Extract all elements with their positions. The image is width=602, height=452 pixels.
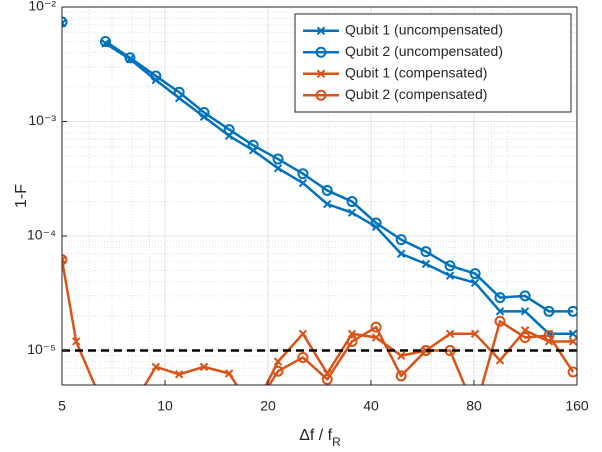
marker	[223, 124, 235, 136]
marker	[370, 217, 382, 229]
y-tick-label: 10⁻⁵	[27, 341, 56, 357]
marker	[519, 331, 531, 343]
marker	[62, 254, 68, 266]
marker	[395, 370, 407, 382]
marker	[225, 406, 234, 415]
marker	[445, 329, 455, 339]
x-tick-label: 10	[157, 398, 173, 414]
marker	[99, 35, 111, 47]
marker	[371, 333, 381, 342]
legend: Qubit 1 (uncompensated) Qubit 2 (uncompen…	[294, 13, 572, 113]
marker	[151, 362, 161, 372]
marker	[174, 370, 184, 379]
marker	[495, 356, 505, 365]
x-tick-label: 80	[466, 398, 482, 414]
marker	[543, 305, 555, 317]
marker	[175, 406, 184, 415]
marker	[470, 329, 480, 339]
marker	[323, 199, 332, 209]
marker	[543, 330, 555, 342]
marker	[396, 351, 406, 360]
marker	[470, 278, 480, 288]
legend-marker	[315, 89, 327, 101]
marker	[520, 307, 530, 316]
legend-label: Qubit 1 (compensated)	[345, 64, 487, 80]
y-tick-label: 10⁻³	[28, 112, 56, 128]
series-line	[267, 320, 575, 385]
marker	[568, 329, 577, 339]
marker	[199, 406, 208, 415]
marker	[71, 337, 81, 346]
y-tick-label: 10⁻²	[28, 0, 56, 14]
marker	[150, 70, 162, 82]
series-line	[104, 42, 574, 336]
legend-label: Qubit 2 (compensated)	[345, 86, 487, 102]
marker	[102, 407, 109, 414]
legend-box	[294, 13, 572, 113]
marker	[396, 249, 406, 258]
marker	[126, 407, 133, 414]
marker	[273, 164, 283, 173]
marker	[321, 373, 333, 385]
legend-marker	[316, 69, 326, 78]
legend-label: Qubit 2 (uncompensated)	[345, 43, 503, 59]
marker	[445, 271, 455, 280]
marker	[347, 208, 357, 217]
marker	[420, 246, 432, 258]
marker	[567, 366, 577, 378]
x-tick-label: 20	[260, 398, 276, 414]
marker	[346, 196, 358, 208]
marker	[494, 292, 506, 304]
legend-marker	[316, 26, 326, 35]
y-tick-label: 10⁻⁴	[27, 227, 56, 243]
marker	[321, 184, 333, 196]
marker	[567, 305, 577, 317]
marker	[298, 329, 308, 339]
marker	[273, 357, 283, 366]
marker	[101, 406, 110, 415]
marker	[224, 369, 234, 378]
legend-label: Qubit 1 (uncompensated)	[345, 21, 503, 37]
x-tick-label: 5	[58, 398, 66, 414]
marker	[250, 407, 257, 414]
marker	[249, 406, 258, 415]
marker	[272, 153, 284, 165]
marker	[495, 307, 505, 316]
marker	[198, 106, 210, 118]
marker	[298, 178, 308, 188]
marker	[62, 16, 68, 28]
marker	[346, 335, 358, 347]
marker	[199, 362, 209, 372]
marker	[421, 259, 431, 269]
marker	[395, 234, 407, 246]
marker	[173, 86, 185, 98]
marker	[297, 168, 309, 180]
marker	[62, 255, 67, 265]
axes-box	[61, 6, 578, 386]
y-axis-label: 1-F	[13, 184, 30, 208]
marker	[297, 351, 309, 363]
marker	[519, 290, 531, 302]
marker	[469, 268, 481, 280]
marker	[444, 260, 456, 272]
marker	[494, 315, 506, 327]
axes: 5 10 20 40 80 160 10⁻⁵ 10⁻⁴ 10⁻³ 10⁻²	[27, 0, 589, 414]
x-tick-label: 40	[363, 398, 379, 414]
marker	[247, 139, 259, 151]
x-axis-label: Δf / fR	[299, 427, 341, 449]
marker	[124, 52, 136, 64]
marker	[568, 337, 577, 346]
legend-marker	[315, 46, 327, 58]
marker	[272, 365, 284, 377]
plot-area	[62, 16, 577, 415]
x-tick-label: 160	[565, 398, 589, 414]
series-line	[62, 259, 574, 385]
marker	[125, 406, 134, 415]
marker	[347, 329, 357, 339]
marker	[370, 321, 382, 333]
